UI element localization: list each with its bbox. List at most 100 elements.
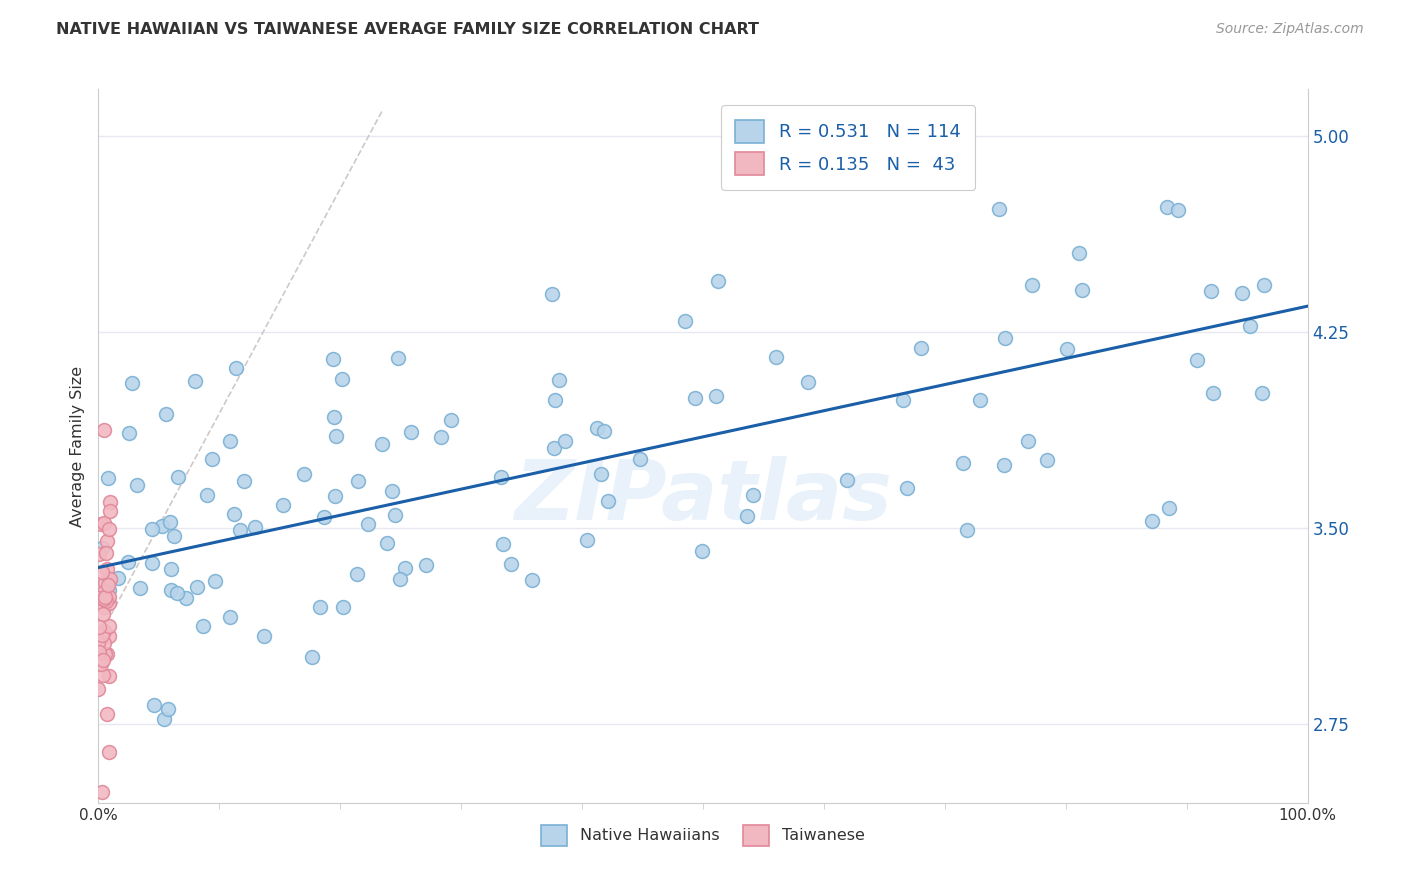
Point	[97, 470, 120, 484]
Point	[219, 434, 242, 449]
Point	[993, 458, 1015, 473]
Point	[252, 629, 274, 643]
Point	[89, 645, 111, 659]
Point	[186, 580, 208, 594]
Point	[93, 599, 115, 614]
Point	[107, 571, 129, 585]
Point	[1069, 246, 1091, 260]
Point	[399, 425, 422, 439]
Point	[1202, 386, 1225, 401]
Point	[89, 619, 111, 633]
Point	[98, 583, 121, 598]
Point	[1036, 453, 1059, 467]
Point	[1167, 202, 1189, 217]
Point	[585, 420, 607, 434]
Point	[156, 702, 179, 716]
Point	[332, 600, 354, 615]
Point	[346, 475, 368, 489]
Point	[93, 592, 115, 607]
Point	[1239, 318, 1261, 333]
Point	[956, 523, 979, 537]
Text: Source: ZipAtlas.com: Source: ZipAtlas.com	[1216, 22, 1364, 37]
Point	[910, 342, 932, 356]
Point	[98, 745, 121, 759]
Y-axis label: Average Family Size: Average Family Size	[69, 366, 84, 526]
Point	[93, 648, 115, 663]
Point	[735, 508, 758, 523]
Point	[97, 629, 120, 643]
Point	[835, 473, 858, 487]
Point	[1021, 278, 1043, 293]
Point	[91, 785, 114, 799]
Point	[370, 436, 392, 450]
Point	[127, 477, 149, 491]
Point	[673, 314, 696, 328]
Point	[489, 470, 512, 484]
Point	[159, 515, 181, 529]
Point	[314, 510, 336, 524]
Point	[166, 585, 188, 599]
Point	[322, 409, 344, 424]
Point	[301, 650, 323, 665]
Point	[685, 391, 707, 405]
Point	[163, 529, 186, 543]
Point	[554, 434, 576, 448]
Point	[541, 287, 564, 301]
Text: NATIVE HAWAIIAN VS TAIWANESE AVERAGE FAMILY SIZE CORRELATION CHART: NATIVE HAWAIIAN VS TAIWANESE AVERAGE FAM…	[56, 22, 759, 37]
Point	[97, 577, 120, 591]
Point	[357, 516, 380, 531]
Point	[384, 508, 406, 523]
Point	[96, 706, 118, 721]
Point	[389, 572, 412, 586]
Point	[96, 534, 118, 549]
Point	[96, 562, 118, 576]
Point	[704, 390, 727, 404]
Point	[1230, 285, 1253, 300]
Point	[1056, 342, 1078, 356]
Point	[100, 504, 122, 518]
Point	[87, 681, 110, 696]
Point	[1253, 278, 1275, 293]
Point	[117, 555, 139, 569]
Point	[93, 648, 115, 662]
Point	[167, 470, 190, 484]
Point	[97, 589, 120, 603]
Point	[543, 441, 565, 455]
Legend: Native Hawaiians, Taiwanese: Native Hawaiians, Taiwanese	[536, 819, 870, 852]
Point	[501, 558, 523, 572]
Point	[325, 489, 347, 503]
Point	[93, 624, 115, 639]
Point	[1159, 501, 1181, 516]
Point	[93, 585, 115, 599]
Point	[97, 522, 120, 536]
Point	[1140, 514, 1163, 528]
Point	[141, 557, 163, 571]
Point	[381, 484, 404, 499]
Point	[90, 657, 112, 671]
Point	[440, 413, 463, 427]
Point	[292, 467, 315, 481]
Point	[94, 575, 117, 590]
Point	[591, 467, 613, 482]
Point	[346, 567, 368, 582]
Point	[1199, 284, 1222, 298]
Point	[96, 546, 118, 560]
Point	[174, 591, 197, 605]
Point	[491, 537, 513, 551]
Point	[141, 522, 163, 536]
Point	[330, 372, 353, 386]
Point	[87, 636, 110, 650]
Point	[153, 712, 176, 726]
Point	[891, 393, 914, 408]
Point	[952, 457, 974, 471]
Point	[219, 610, 242, 624]
Point	[121, 376, 143, 390]
Point	[93, 668, 115, 682]
Point	[97, 574, 120, 588]
Point	[628, 451, 651, 466]
Point	[91, 607, 114, 621]
Point	[575, 533, 598, 547]
Point	[97, 669, 120, 683]
Point	[93, 423, 115, 437]
Point	[150, 519, 173, 533]
